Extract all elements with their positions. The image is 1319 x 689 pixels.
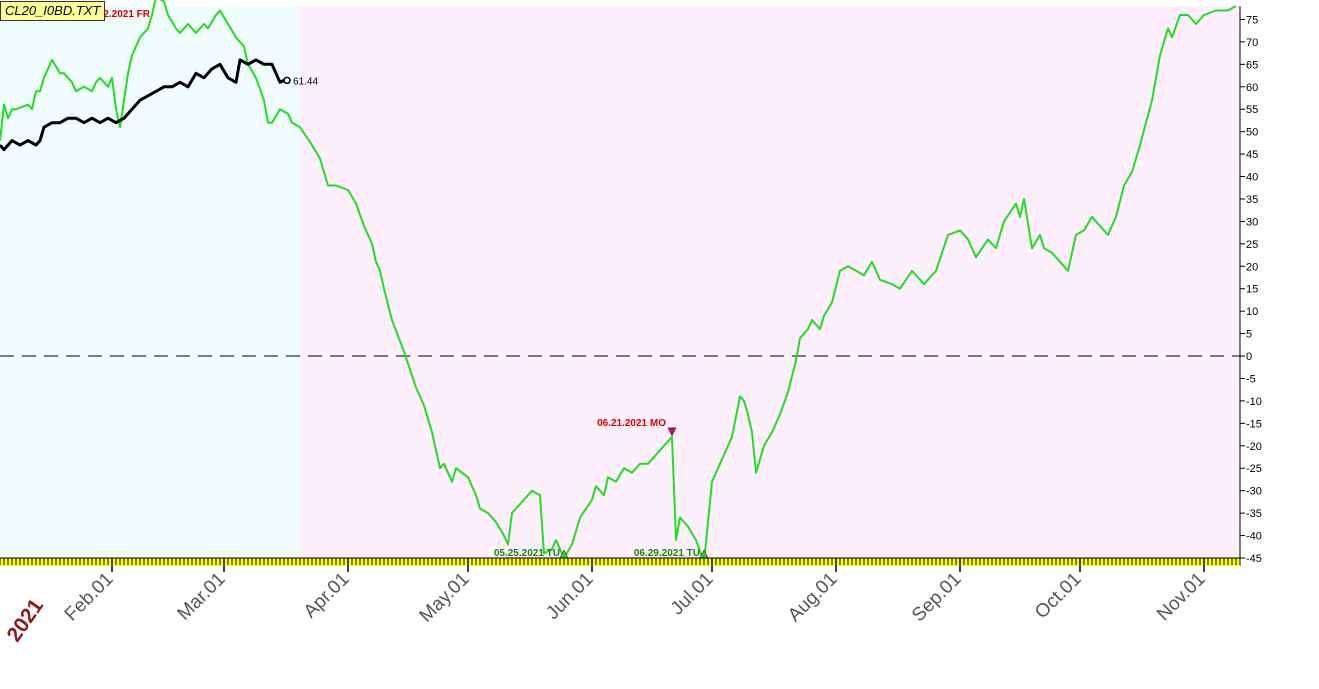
y-tick-label: 20 xyxy=(1246,261,1258,273)
y-tick-label: -10 xyxy=(1246,396,1262,408)
x-month-label: Apr.01 xyxy=(300,569,354,623)
y-tick-label: 10 xyxy=(1246,306,1258,318)
y-tick-label: -20 xyxy=(1246,441,1262,453)
series-line-main xyxy=(0,0,1237,564)
y-tick-label: -15 xyxy=(1246,418,1262,430)
peak-marker xyxy=(667,427,677,437)
annotation-layer: 02.12.2021 FR 06.21.2021 MO 05.25.2021 TU 0… xyxy=(84,9,709,559)
x-year-label: 2021 xyxy=(2,594,48,646)
y-tick-label: 70 xyxy=(1246,37,1258,49)
y-tick-label: 50 xyxy=(1246,127,1258,139)
y-tick-label: 55 xyxy=(1246,104,1258,116)
series-line-price xyxy=(0,58,285,152)
trough-label: 05.25.2021 TU xyxy=(494,548,560,559)
y-tick-label: 65 xyxy=(1246,59,1258,71)
y-tick-label: -35 xyxy=(1246,508,1262,520)
chart-background-left xyxy=(0,6,300,558)
x-month-label: Nov.01 xyxy=(1153,569,1209,625)
x-month-label: Aug.01 xyxy=(784,569,841,626)
x-month-label: May.01 xyxy=(416,569,474,627)
y-tick-label: 45 xyxy=(1246,149,1258,161)
y-tick-label: -30 xyxy=(1246,486,1262,498)
trough-label: 06.29.2021 TU xyxy=(634,548,700,559)
x-month-label: Mar.01 xyxy=(174,569,230,625)
x-month-label: Feb.01 xyxy=(61,569,118,626)
x-axis: 2021 Feb.01 Mar.01 Apr.01 May.01 Jun.01 Jul.01… xyxy=(0,557,1241,646)
y-axis: 757065605550454035302520151050-5-10-15-2… xyxy=(1239,6,1262,566)
x-month-label: Sep.01 xyxy=(908,569,965,626)
x-month-label: Jun.01 xyxy=(542,569,597,624)
chart-title: CL20_I0BD.TXT xyxy=(0,1,106,21)
y-tick-label: 0 xyxy=(1246,351,1252,363)
y-tick-label: 15 xyxy=(1246,284,1258,296)
peak-label: 02.12.2021 FR xyxy=(84,9,151,20)
chart-background-right xyxy=(300,6,1240,558)
y-tick-label: 40 xyxy=(1246,172,1258,184)
series-layer: 61.44 xyxy=(0,0,1237,564)
peak-label: 06.21.2021 MO xyxy=(597,418,666,429)
last-value-marker xyxy=(283,76,291,85)
x-month-label: Jul.01 xyxy=(667,569,718,620)
x-month-label: Oct.01 xyxy=(1031,569,1085,623)
y-tick-label: -45 xyxy=(1246,553,1262,565)
y-tick-label: 30 xyxy=(1246,216,1258,228)
y-tick-label: -5 xyxy=(1246,373,1256,385)
y-tick-label: 25 xyxy=(1246,239,1258,251)
y-tick-label: 75 xyxy=(1246,14,1258,26)
y-tick-label: 60 xyxy=(1246,82,1258,94)
y-tick-label: 35 xyxy=(1246,194,1258,206)
y-tick-label: -40 xyxy=(1246,531,1262,543)
y-tick-label: 5 xyxy=(1246,329,1252,341)
y-tick-label: -25 xyxy=(1246,463,1262,475)
last-value-label: 61.44 xyxy=(293,76,318,87)
